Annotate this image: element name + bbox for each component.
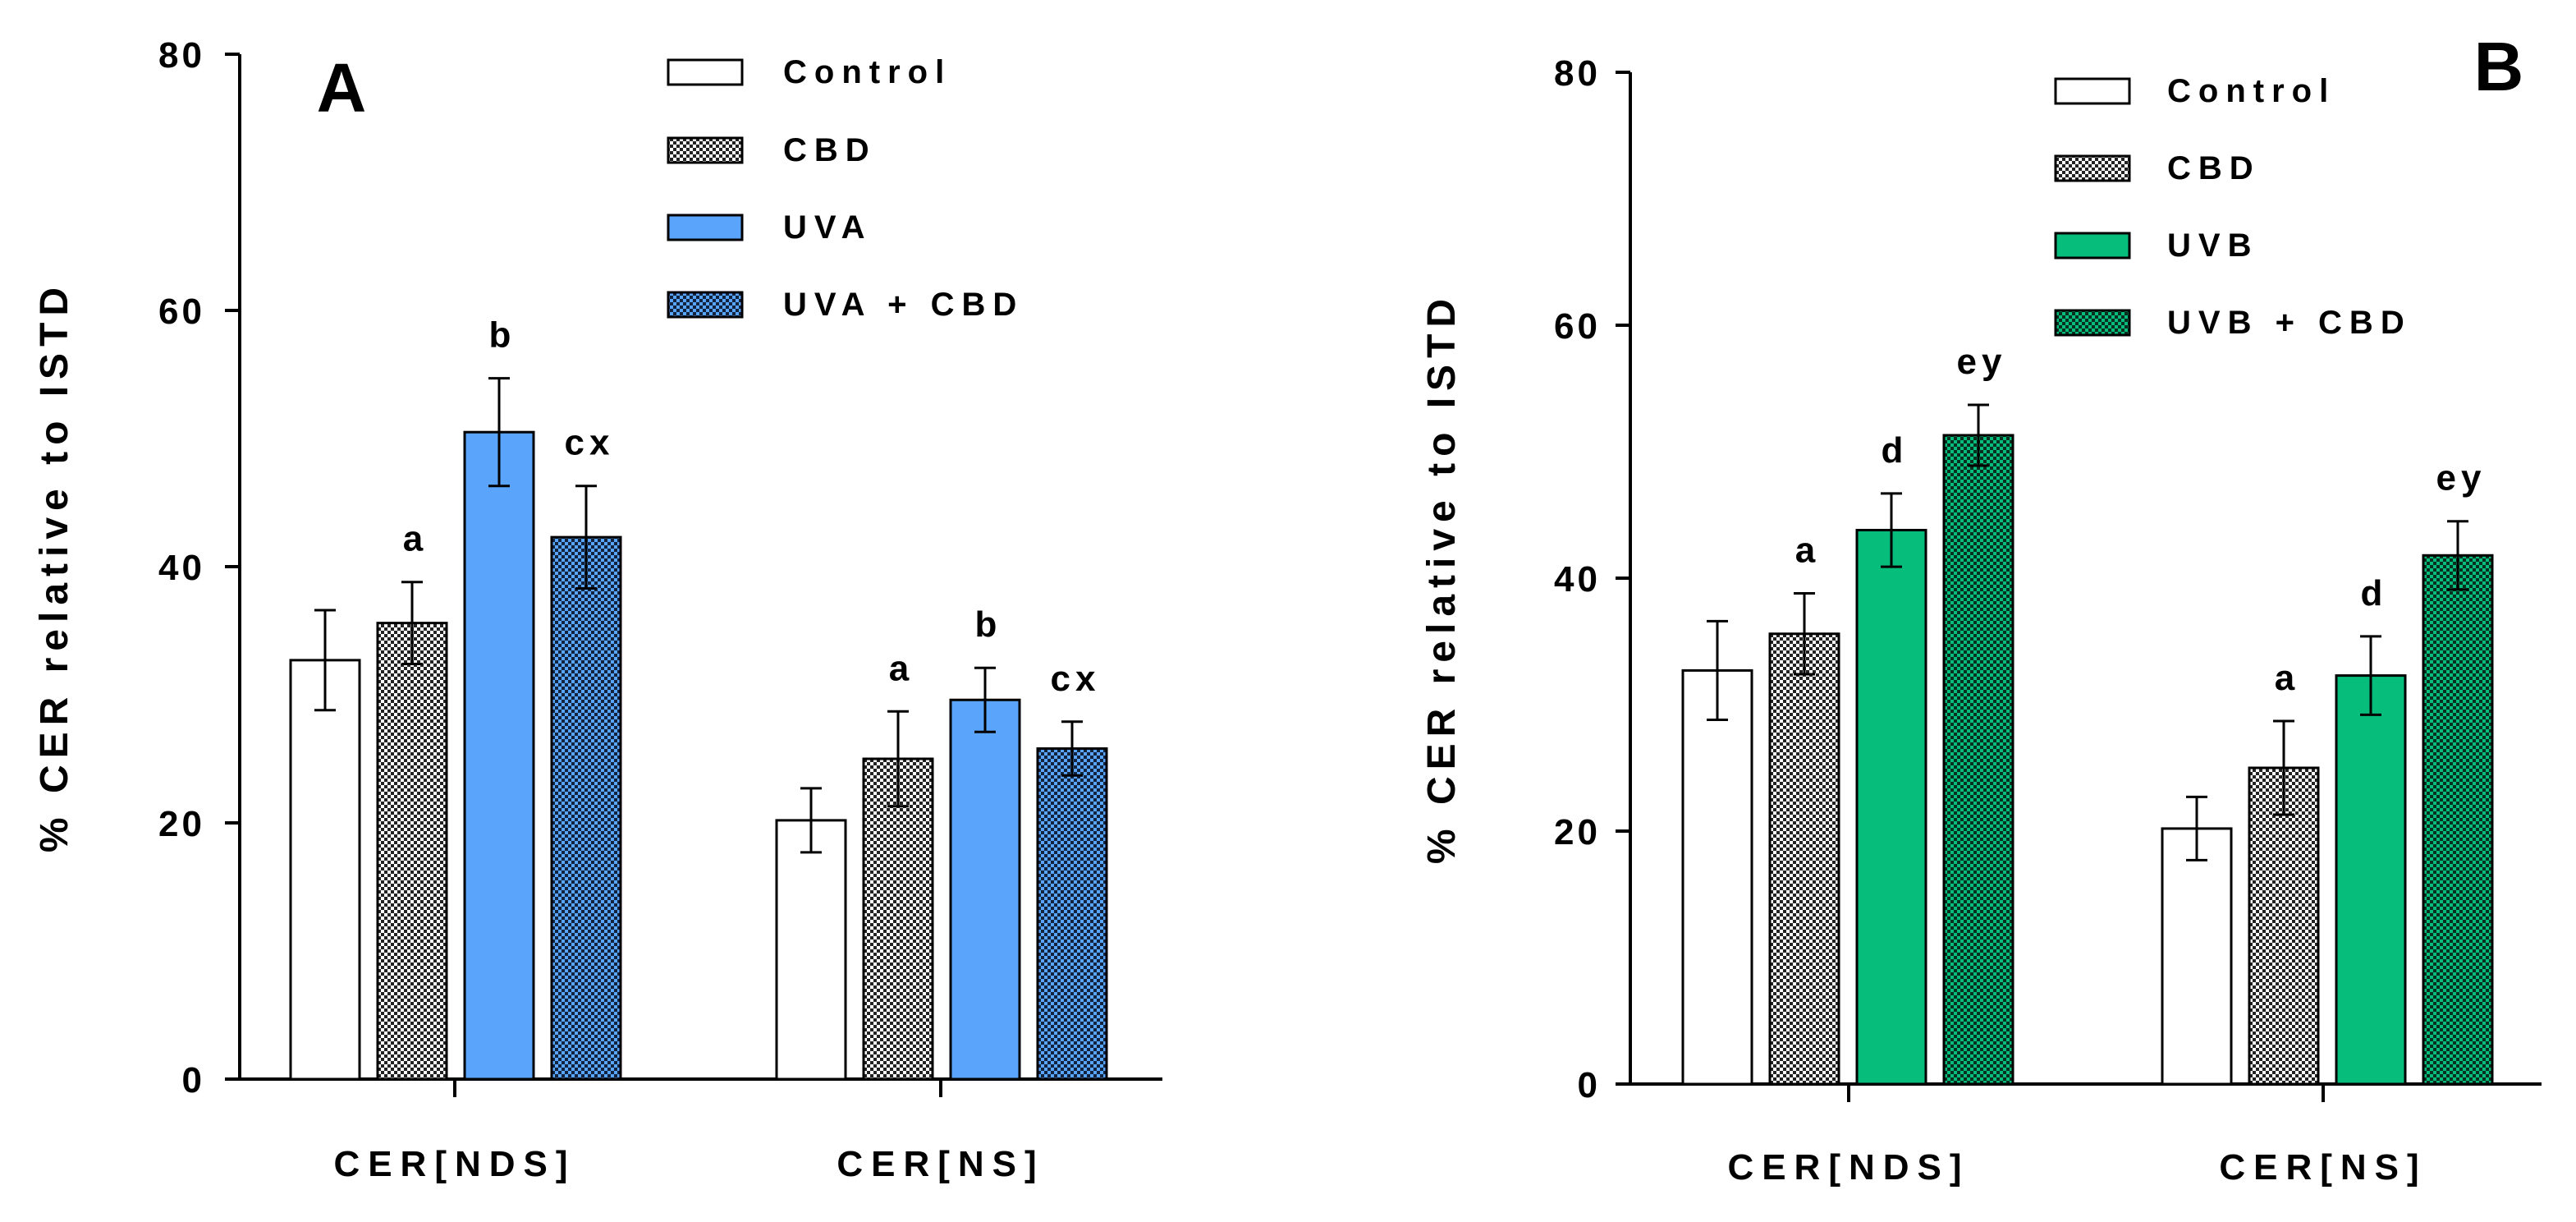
legend-swatch-uvb [2054,232,2131,260]
significance-label: a [889,648,914,688]
y-tick-label: 60 [158,292,205,332]
bar-cbd-cer-ns [2248,766,2320,1086]
y-axis-title: % CER relative to ISTD [33,281,76,852]
legend-label-cbd: CBD [783,132,877,168]
legend-swatch-uva-plus-cbd [667,291,744,319]
bar-uvb-cer-ns [2335,674,2407,1086]
significance-label: cx [1051,659,1101,699]
y-tick-label: 20 [158,804,205,844]
significance-label: d [1882,430,1909,471]
significance-label: b [975,604,1002,645]
significance-label: a [1795,530,1820,570]
bar-cbd-cer-nds [1768,632,1840,1086]
bar-uva-plus-cbd-cer-nds [550,535,622,1081]
y-tick-label: 80 [158,35,205,76]
bar-cbd-cer-nds [376,622,448,1081]
panel-label: B [2474,28,2524,105]
bar-control-cer-ns [2161,827,2233,1086]
y-tick-label: 20 [1554,812,1601,852]
x-category-label-cer-nds: CER[NDS] [1727,1147,1969,1188]
significance-label: a [403,519,428,559]
y-axis-title: % CER relative to ISTD [1420,292,1464,864]
legend-swatch-control [667,58,744,86]
legend-swatch-cbd [2054,154,2131,182]
bar-uvb-cer-nds [1855,528,1927,1086]
legend-label-control: Control [2167,73,2335,109]
y-tick-label: 40 [1554,559,1601,600]
legend-swatch-uvb-plus-cbd [2054,309,2131,337]
y-tick-label: 40 [158,548,205,588]
panel-label: A [317,49,367,126]
legend-label-uva-plus-cbd: UVA + CBD [783,287,1024,323]
significance-label: b [489,315,516,356]
significance-label: cx [565,423,615,463]
significance-label: ey [2436,458,2487,498]
y-tick-label: 0 [182,1060,205,1100]
bar-cbd-cer-ns [862,757,934,1081]
legend-swatch-cbd [667,136,744,164]
bar-uvb-plus-cbd-cer-ns [2422,554,2494,1086]
legend-label-control: Control [783,54,951,90]
y-tick-label: 80 [1554,53,1601,94]
bar-uva-cer-ns [949,698,1021,1081]
bar-uva-plus-cbd-cer-ns [1036,747,1108,1081]
legend-swatch-control [2054,77,2131,105]
x-category-label-cer-nds: CER[NDS] [333,1144,575,1184]
x-category-label-cer-ns: CER[NS] [837,1144,1044,1184]
bar-uvb-plus-cbd-cer-nds [1942,434,2015,1086]
legend-label-uva: UVA [783,209,872,246]
chart-panel-b: 0 20 40 60 80 % CER relative to ISTD CER[NDS] C… [1420,28,2542,1188]
bar-control-cer-ns [775,819,847,1081]
x-category-label-cer-ns: CER[NS] [2219,1147,2427,1188]
significance-label: d [2361,573,2388,613]
significance-label: ey [1957,342,2007,382]
y-tick-label: 0 [1578,1065,1601,1105]
legend-label-uvb-plus-cbd: UVB + CBD [2167,305,2412,341]
bar-uva-cer-nds [463,430,535,1081]
chart-panel-a: 0 20 40 60 80 % CER relative to ISTD CER[NDS] C… [33,35,1162,1184]
y-tick-label: 60 [1554,306,1601,347]
bar-control-cer-nds [1681,668,1753,1086]
legend-label-cbd: CBD [2167,150,2261,186]
legend-swatch-uva [667,214,744,241]
bar-control-cer-nds [289,659,361,1081]
significance-label: a [2275,658,2299,698]
legend-label-uvb: UVB [2167,227,2258,264]
